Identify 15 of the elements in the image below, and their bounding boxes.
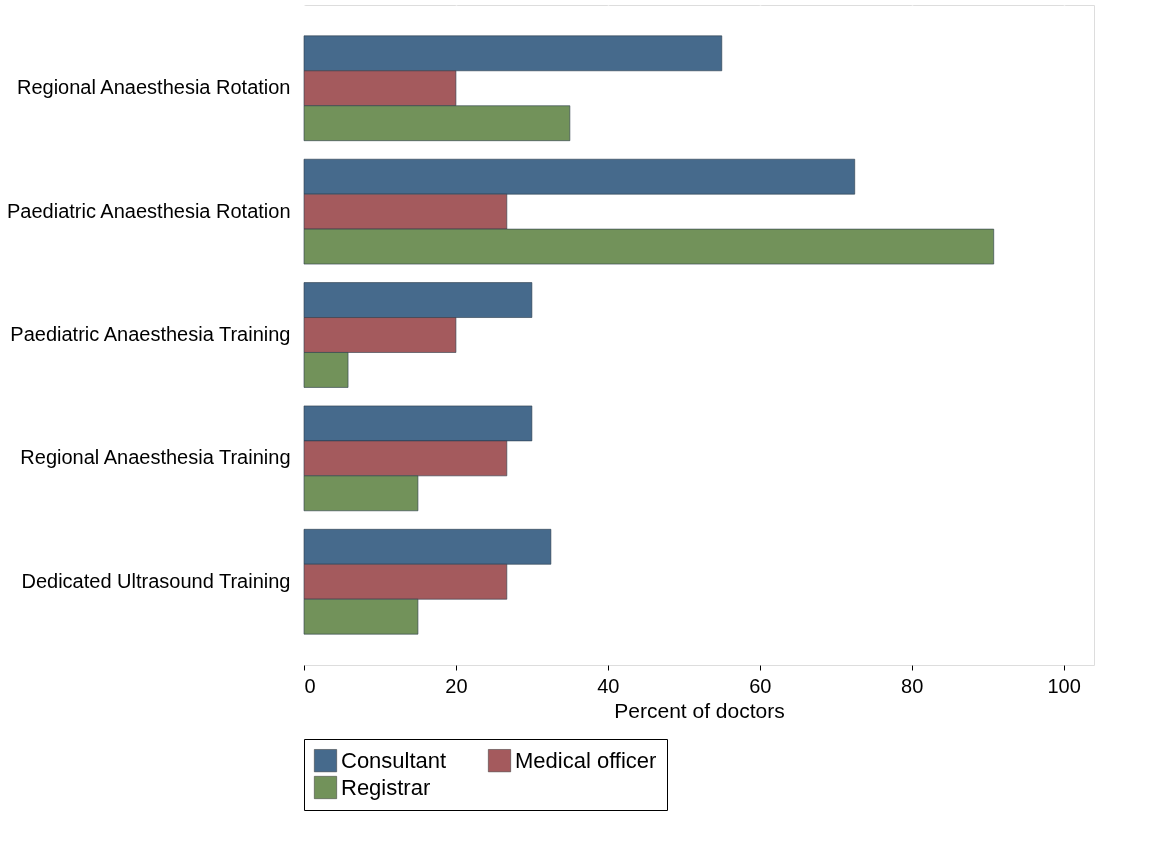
legend-label: Medical officer [515, 747, 657, 773]
x-tick-label: 60 [749, 674, 772, 697]
x-tick-label: 0 [304, 674, 316, 697]
y-tick-label: Regional Anaesthesia Training [20, 446, 291, 469]
x-tick-label: 40 [597, 674, 620, 697]
y-tick-label: Paediatric Anaesthesia Rotation [6, 199, 291, 222]
x-tick-label: 80 [901, 674, 924, 697]
x-tick-label: 100 [1047, 674, 1081, 697]
x-tick-label: 20 [445, 674, 468, 697]
y-tick-label: Dedicated Ultrasound Training [21, 569, 291, 592]
legend-label: Registrar [341, 774, 431, 800]
y-tick-label: Paediatric Anaesthesia Training [10, 323, 291, 345]
legend-label: Consultant [341, 747, 447, 773]
x-axis-title: Percent of doctors [614, 698, 785, 722]
y-tick-label: Regional Anaesthesia Rotation [16, 76, 291, 99]
